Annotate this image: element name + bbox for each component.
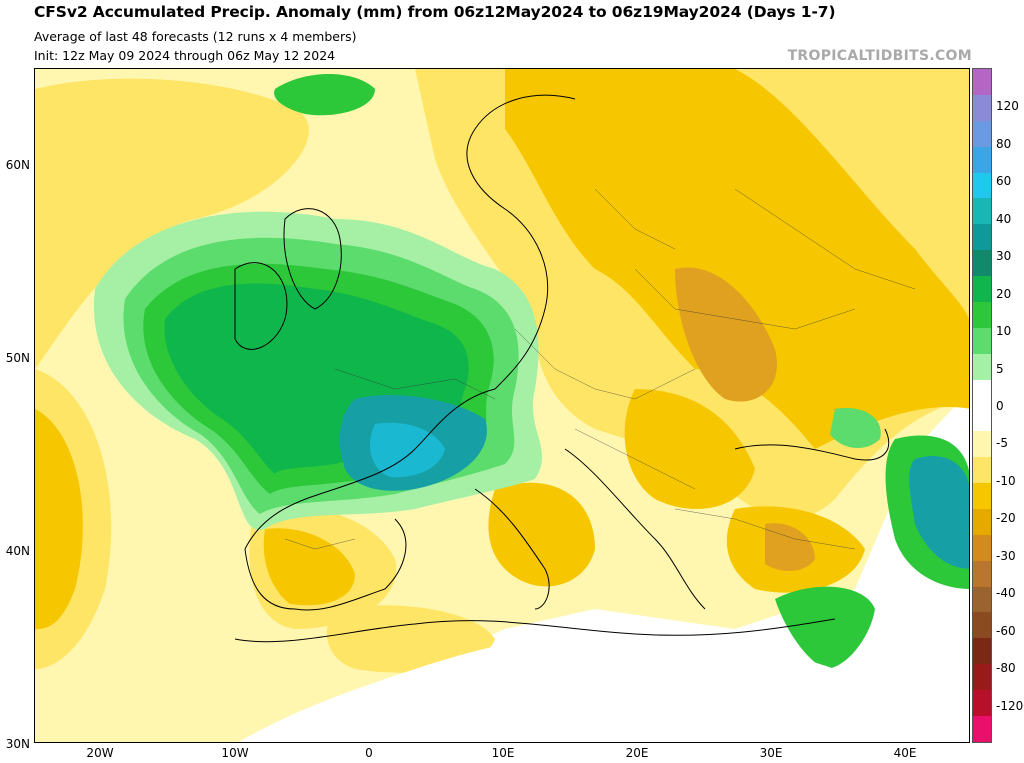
colorbar-swatch [973, 69, 991, 95]
colorbar-label: 10 [996, 324, 1012, 339]
lat-label-40n: 40N [5, 544, 30, 558]
colorbar-label: -120 [996, 698, 1024, 713]
colorbar-swatch [973, 198, 991, 225]
colorbar-label: -60 [996, 623, 1016, 638]
coastlines [234, 94, 890, 643]
colorbar-swatch [973, 664, 991, 690]
colorbar-swatch [973, 405, 991, 432]
colorbar-swatch [973, 457, 991, 483]
colorbar-label: 0 [996, 399, 1004, 413]
colorbar-label: -10 [996, 473, 1016, 488]
lat-label-30n: 30N [5, 737, 30, 751]
brand-watermark: TROPICALTIDBITS.COM [787, 48, 972, 64]
colorbar-swatch [973, 690, 991, 716]
precip-anomaly-map [34, 68, 970, 743]
colorbar-label: -20 [996, 511, 1016, 526]
colorbar-label: -40 [996, 586, 1016, 601]
map-title: CFSv2 Accumulated Precip. Anomaly (mm) f… [34, 3, 836, 21]
colorbar-swatch [973, 534, 991, 561]
north-africa-neutral [238, 629, 969, 742]
colorbar-swatch [973, 379, 991, 406]
colorbar-swatch [973, 94, 991, 121]
colorbar-label: 60 [996, 174, 1012, 189]
colorbar-label: 20 [996, 286, 1012, 301]
colorbar-swatch [973, 353, 991, 380]
lon-label-20w: 20W [86, 746, 114, 760]
colorbar-label: 5 [996, 361, 1004, 376]
colorbar-swatch [973, 276, 991, 302]
colorbar-swatch [973, 586, 991, 613]
colorbar-swatch [973, 146, 991, 173]
colorbar-swatch [973, 638, 991, 665]
colorbar-swatch [973, 431, 991, 458]
colorbar-swatch [973, 301, 991, 328]
lon-label-30e: 30E [759, 746, 783, 760]
colorbar [972, 68, 992, 743]
colorbar-swatch [973, 508, 991, 535]
lon-label-0: 0 [365, 746, 373, 760]
colorbar-swatch [973, 612, 991, 639]
colorbar-swatch [973, 250, 991, 276]
lat-label-60n: 60N [5, 158, 30, 172]
colorbar-swatch [973, 120, 991, 147]
colorbar-swatch [973, 327, 991, 354]
map-subtitle-ensemble: Average of last 48 forecasts (12 runs x … [34, 29, 357, 44]
colorbar-label: 120 [996, 99, 1019, 114]
colorbar-label: -80 [996, 661, 1016, 676]
map-canvas [35, 69, 969, 742]
country-borders [284, 188, 916, 550]
lon-label-10w: 10W [221, 746, 249, 760]
colorbar-label: 30 [996, 249, 1012, 264]
lon-label-40e: 40E [893, 746, 917, 760]
colorbar-label: 40 [996, 211, 1012, 226]
colorbar-swatch [973, 715, 991, 742]
colorbar-label: -30 [996, 548, 1016, 563]
lon-label-10e: 10E [491, 746, 515, 760]
colorbar-swatch [973, 560, 991, 587]
colorbar-swatch [973, 224, 991, 251]
colorbar-label: 80 [996, 136, 1012, 151]
map-subtitle-init: Init: 12z May 09 2024 through 06z May 12… [34, 48, 336, 63]
lon-label-20e: 20E [625, 746, 649, 760]
wet-anomaly-fields [93, 74, 969, 669]
colorbar-swatch [973, 483, 991, 509]
colorbar-label: -5 [996, 436, 1008, 451]
colorbar-swatch [973, 172, 991, 199]
lat-label-50n: 50N [5, 351, 30, 365]
